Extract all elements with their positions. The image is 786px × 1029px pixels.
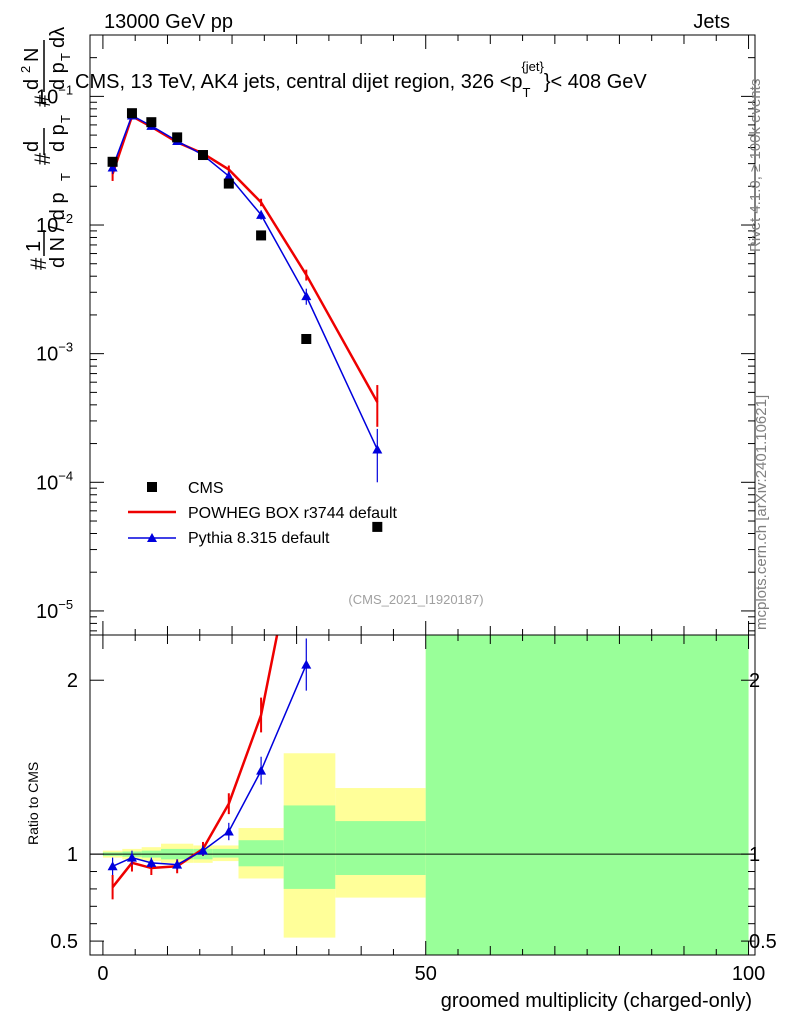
svg-text:d: d (21, 79, 43, 90)
pythia-ratio-marker (223, 826, 234, 836)
analysis-watermark: (CMS_2021_I1920187) (348, 592, 483, 607)
plot-title-end: }< 408 GeV (544, 71, 648, 93)
cms-data-point (197, 150, 208, 161)
pythia-ratio-marker (146, 857, 157, 867)
main-ytick-label: 10−1 (36, 82, 73, 108)
pythia-ratio-marker (197, 845, 208, 855)
cms-data-point (172, 132, 183, 143)
cms-data-point (146, 117, 157, 128)
legend-pythia-marker (147, 533, 157, 542)
main-y-axis-label: # 1 d N / d p T # d d p T # d 2 N d p T … (18, 27, 73, 270)
legend-cms-label: CMS (188, 480, 224, 497)
svg-text:N: N (21, 48, 43, 62)
pythia-ratio-marker (301, 659, 312, 669)
main-ytick-label: 10−5 (36, 597, 73, 623)
svg-text:2: 2 (18, 66, 33, 73)
ratio-xtick-label: 100 (732, 963, 765, 985)
ratio-ytick-label-right: 0.5 (749, 931, 777, 953)
ratio-ytick-label-right: 2 (749, 670, 760, 692)
pythia-ratio-marker (126, 852, 137, 862)
ratio-ytick-label: 1 (67, 844, 78, 866)
legend-pythia-label: Pythia 8.315 default (188, 530, 330, 547)
header-jets: Jets (693, 11, 730, 33)
pythia-ratio-marker (256, 765, 267, 775)
svg-text:d: d (21, 141, 43, 152)
ratio-xtick-label: 50 (415, 963, 437, 985)
rivet-version: Rivet 4.1.0, ≥ 100k events (747, 79, 764, 252)
svg-text:#: # (30, 94, 55, 107)
ratio-plot-frame (89, 634, 756, 956)
svg-text:d p: d p (47, 62, 69, 90)
x-axis-label: groomed multiplicity (charged-only) (441, 990, 752, 1012)
plot-title-sub: T (523, 85, 531, 100)
ratio-ytick-label-right: 1 (749, 844, 760, 866)
ratio-band-inner (212, 848, 239, 858)
pythia-line (111, 114, 378, 450)
ratio-ytick-label: 2 (67, 670, 78, 692)
plot-title-sup: {jet} (521, 59, 544, 74)
cms-data-point (256, 230, 267, 241)
cms-data-point (301, 333, 312, 344)
legend-powheg-label: POWHEG BOX r3744 default (188, 505, 398, 522)
ratio-band-inner (335, 821, 426, 875)
svg-text:T: T (58, 53, 73, 61)
ratio-ytick-label: 0.5 (50, 931, 78, 953)
svg-text:T: T (58, 173, 73, 181)
ratio-y-axis-label: Ratio to CMS (25, 762, 41, 845)
svg-text:1: 1 (23, 241, 45, 252)
cms-data-point (126, 108, 137, 119)
pythia-marker (223, 171, 234, 181)
powheg-line (111, 114, 379, 403)
ratio-xtick-label: 0 (97, 963, 108, 985)
main-ytick-label: 10−4 (36, 468, 73, 494)
mcplots-credit: mcplots.cern.ch [arXiv:2401.10621] (753, 395, 770, 630)
plot-title-main: CMS, 13 TeV, AK4 jets, central dijet reg… (75, 71, 523, 93)
svg-text:#: # (30, 152, 55, 165)
header-energy: 13000 GeV pp (104, 11, 233, 33)
main-ytick-label: 10−3 (36, 340, 73, 366)
main-ytick-label: 10−2 (36, 211, 73, 237)
cms-data-point (107, 156, 118, 167)
svg-text:d N / d p: d N / d p (47, 192, 69, 268)
ratio-band-inner (425, 635, 749, 955)
legend: CMS POWHEG BOX r3744 default Pythia 8.31… (128, 480, 398, 547)
powheg-ratio-line (111, 635, 279, 888)
ratio-band-inner (238, 840, 284, 867)
pythia-marker (372, 444, 383, 454)
plot-title: CMS, 13 TeV, AK4 jets, central dijet reg… (75, 59, 647, 100)
svg-text:d p: d p (47, 124, 69, 152)
svg-text:dλ: dλ (47, 27, 69, 48)
pythia-marker (107, 162, 118, 172)
legend-cms-marker (147, 482, 157, 492)
pythia-marker (301, 291, 312, 301)
pythia-ratio-marker (107, 861, 118, 871)
cms-data-point (372, 521, 383, 532)
cms-data-point (223, 178, 234, 189)
svg-text:#: # (26, 257, 51, 270)
pythia-marker (256, 209, 267, 219)
ratio-band-inner (283, 805, 336, 889)
svg-text:T: T (58, 115, 73, 123)
pythia-ratio-marker (172, 859, 183, 869)
